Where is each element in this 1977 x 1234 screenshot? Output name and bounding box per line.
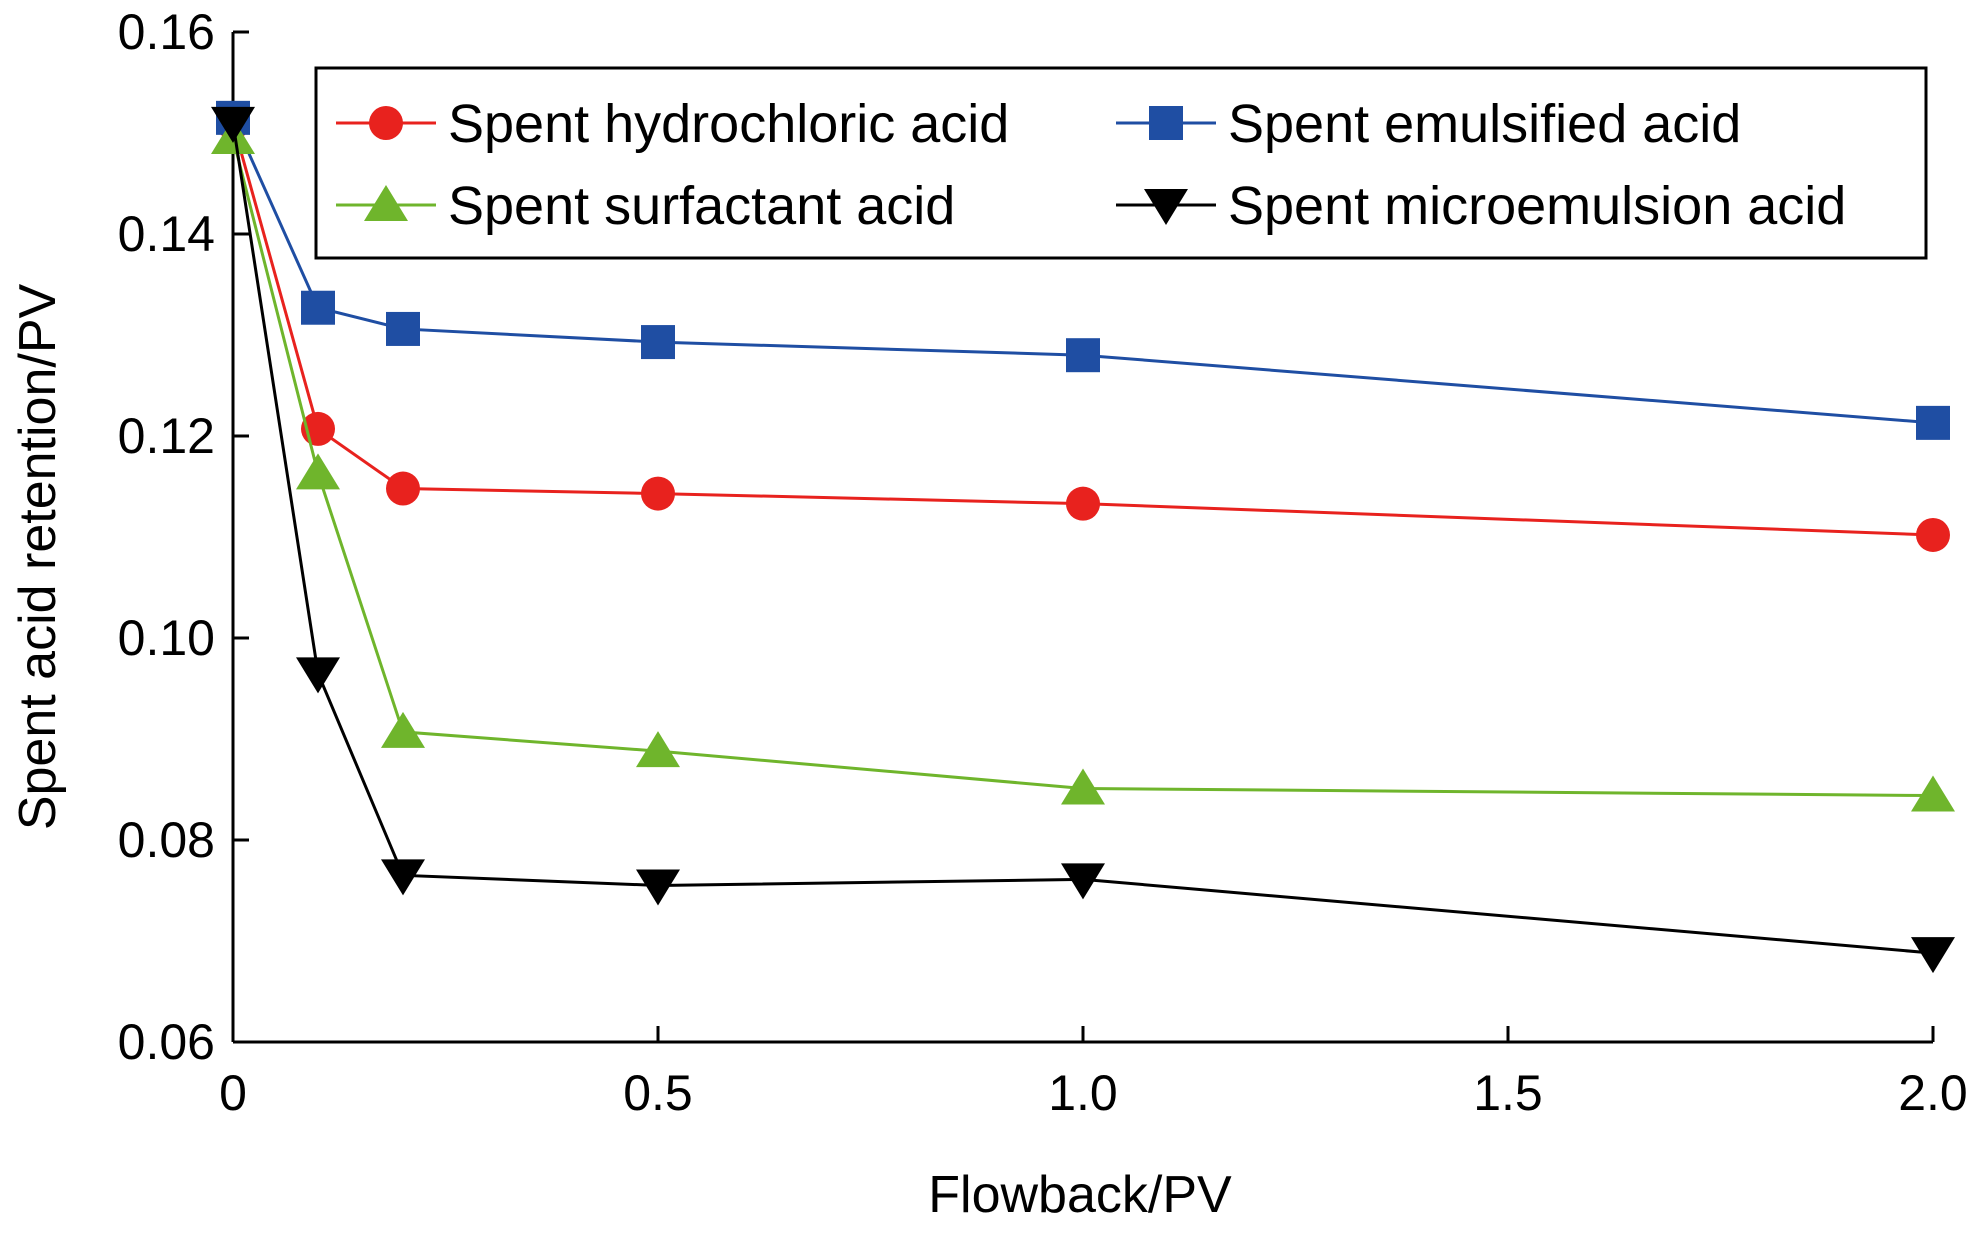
data-point <box>636 869 680 906</box>
x-tick-label: 1.5 <box>1473 1065 1543 1121</box>
legend-label: Spent surfactant acid <box>448 176 955 236</box>
data-point <box>641 476 675 511</box>
data-point <box>386 311 420 346</box>
data-point <box>296 657 340 694</box>
y-tick-label: 0.10 <box>118 610 215 666</box>
legend-entry: Spent hydrochloric acid <box>336 94 1009 154</box>
y-tick-label: 0.06 <box>118 1014 215 1070</box>
data-point <box>1066 486 1100 521</box>
x-tick-label: 1.0 <box>1048 1065 1118 1121</box>
y-tick-label: 0.14 <box>118 206 215 262</box>
data-point <box>296 453 340 490</box>
legend-marker <box>1144 189 1188 225</box>
series-line <box>231 137 1934 798</box>
series-spent-microemulsion-acid <box>211 106 1955 974</box>
data-point <box>1916 405 1950 440</box>
data-point <box>301 290 335 325</box>
data-point <box>1061 863 1105 900</box>
data-point <box>386 471 420 506</box>
x-tick-label: 2.0 <box>1898 1065 1968 1121</box>
legend-entry: Spent emulsified acid <box>1116 94 1741 154</box>
series-line <box>231 117 1934 425</box>
legend-label: Spent emulsified acid <box>1228 94 1741 154</box>
data-point <box>381 711 425 748</box>
legend-marker <box>364 185 408 221</box>
x-tick-label: 0.5 <box>623 1065 693 1121</box>
data-point <box>1916 517 1950 552</box>
data-point <box>1061 768 1105 805</box>
legend-label: Spent hydrochloric acid <box>448 94 1009 154</box>
series-line <box>231 122 1934 955</box>
y-tick-label: 0.08 <box>118 812 215 868</box>
data-point <box>211 106 255 143</box>
series-line <box>231 122 1934 537</box>
series-spent-emulsified-acid <box>216 100 1950 440</box>
data-point <box>1911 775 1955 812</box>
data-point <box>381 859 425 896</box>
data-point <box>1911 937 1955 974</box>
legend-entry: Spent surfactant acid <box>336 176 955 236</box>
data-point <box>636 731 680 768</box>
x-tick-label: 0 <box>219 1065 247 1121</box>
legend-marker <box>369 106 403 140</box>
legend-marker <box>1149 106 1183 140</box>
data-point <box>1066 338 1100 373</box>
y-tick-label: 0.16 <box>118 4 215 60</box>
y-axis-title: Spent acid retention/PV <box>9 284 67 831</box>
legend-label: Spent microemulsion acid <box>1228 176 1846 236</box>
x-axis-title: Flowback/PV <box>928 1166 1232 1224</box>
axes: 0.06 0.08 0.10 0.12 0.14 0.16 0 0.5 1.0 1.5 2.0 <box>118 4 1968 1121</box>
y-tick-label: 0.12 <box>118 408 215 464</box>
series-layer <box>211 100 1955 974</box>
legend: Spent hydrochloric acid Spent emulsified … <box>314 66 1928 260</box>
legend-entry: Spent microemulsion acid <box>1116 176 1846 236</box>
data-point <box>641 325 675 360</box>
legend-box <box>314 66 1928 260</box>
